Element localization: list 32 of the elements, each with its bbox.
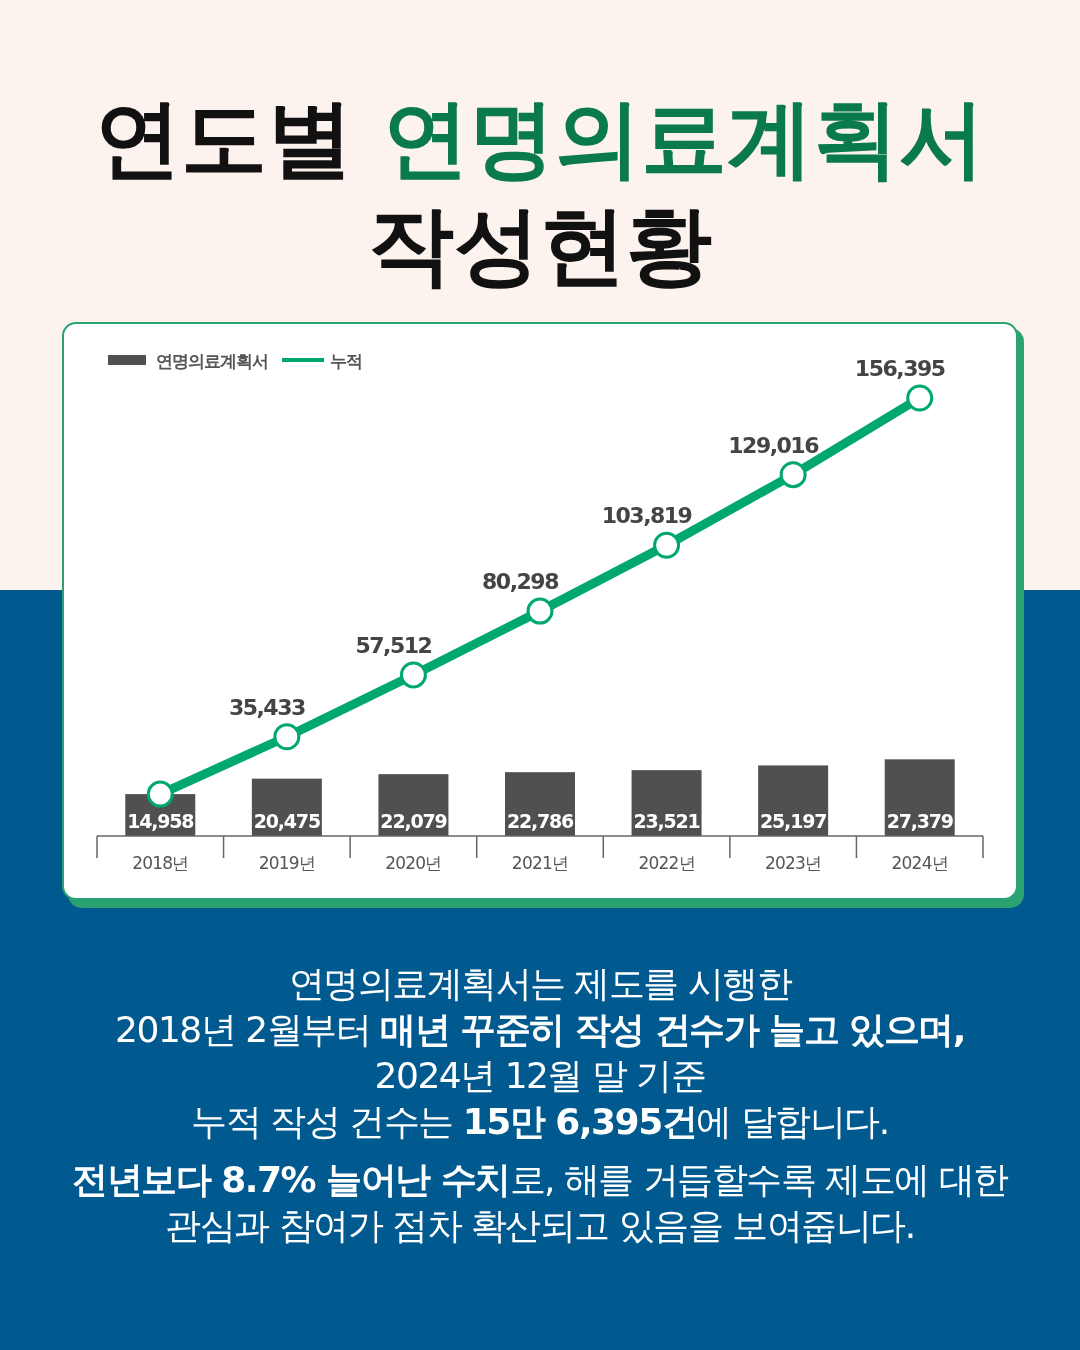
data-label: 80,298 [482, 569, 559, 595]
data-label: 57,512 [355, 632, 432, 658]
data-label: 23,521 [633, 810, 700, 832]
x-tick-label: 2023년 [765, 853, 822, 873]
data-label: 25,197 [760, 810, 827, 832]
data-label: 27,379 [886, 810, 953, 832]
point [906, 384, 934, 412]
text: 전년보다 8.7% 늘어난 수치로, 해를 거듭할수록 제도에 대한 관심과 참여가 점차 확산되고 있음을 보여줍니다. [72, 1159, 1010, 1246]
point [526, 597, 554, 625]
point [273, 723, 301, 751]
point [653, 531, 681, 559]
data-label: 20,475 [253, 810, 320, 832]
data-label: 22,786 [506, 810, 575, 832]
data-label: 22,079 [380, 810, 447, 832]
data-label: 103,819 [601, 503, 692, 529]
legend-label: 누적 [330, 351, 362, 371]
x-tick-label: 2019년 [258, 853, 315, 873]
x-tick-label: 2022년 [638, 853, 695, 873]
legend-label: 연명의료계획서 [156, 351, 268, 371]
data-label: 129,016 [728, 432, 820, 458]
chart-title: 연도별 연명의료계획서 작성현황 [95, 88, 985, 295]
x-tick-label: 2018년 [132, 853, 189, 873]
text: 연명의료계획서는 제도를 시행한 2018년 2월부터 매년 꾸준히 작성 건수가 늘고 있으며, 2024년 12월 말 기준 누적 작성 건수는 15만 6,395건에 달합니다. [115, 963, 965, 1142]
point [779, 461, 807, 489]
data-label: 35,433 [228, 694, 305, 720]
point [399, 661, 427, 689]
x-tick-label: 2024년 [891, 853, 948, 873]
data-label: 14,958 [127, 810, 195, 832]
point [146, 780, 174, 808]
x-tick-label: 2020년 [385, 853, 442, 873]
x-tick-label: 2021년 [511, 853, 569, 873]
data-label: 156,395 [854, 356, 945, 381]
